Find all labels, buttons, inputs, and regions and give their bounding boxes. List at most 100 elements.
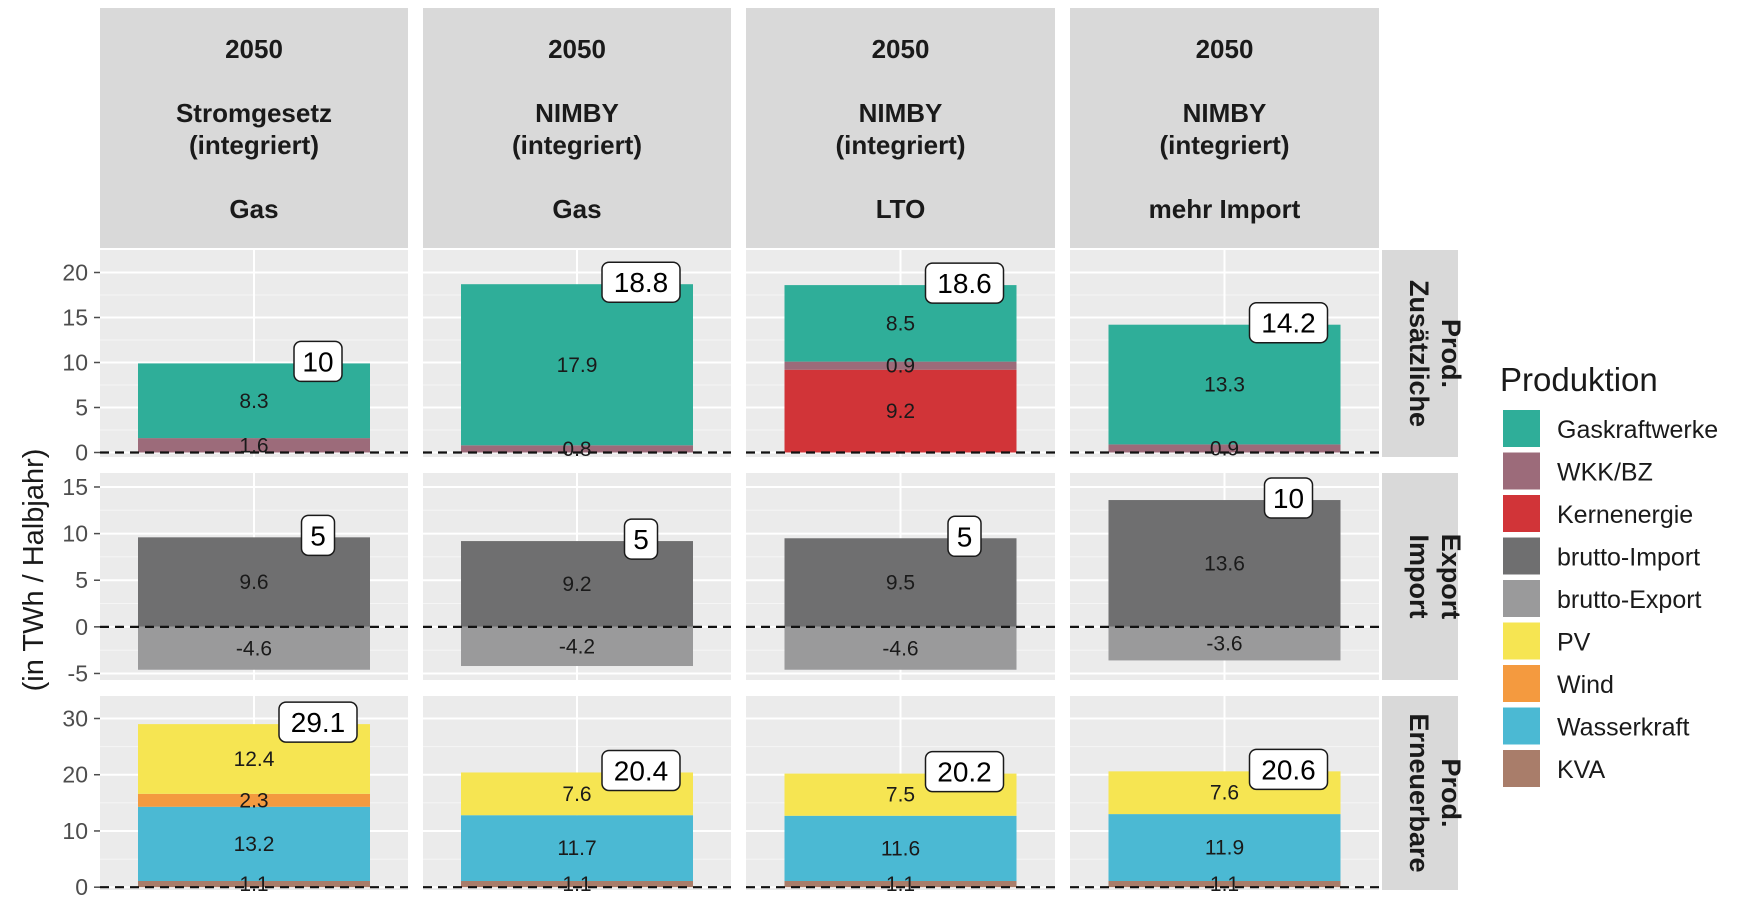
bar-segment-wasserkraft	[138, 806, 370, 882]
segment-value-label: -4.2	[559, 635, 595, 658]
segment-value-label: 7.6	[562, 783, 591, 806]
total-value-label: 5	[633, 524, 649, 555]
strip-scenario-label: NIMBY	[1183, 98, 1267, 128]
row-strip-label: Zusätzliche	[1404, 280, 1434, 427]
total-value-label: 20.2	[937, 757, 992, 788]
segment-value-label: 7.5	[886, 784, 915, 807]
segment-value-label: 9.2	[886, 400, 915, 423]
column-strip	[746, 8, 1055, 248]
total-value-label: 14.2	[1261, 308, 1316, 339]
y-tick-label: 5	[75, 395, 88, 421]
total-value-label: 5	[957, 521, 973, 552]
segment-value-label: 8.3	[239, 390, 268, 413]
strip-scenario-label: (integriert)	[836, 130, 966, 160]
legend-entry-label: brutto-Import	[1557, 544, 1700, 572]
y-tick-label: 10	[62, 818, 88, 844]
bar-segment-brutto-import	[1108, 500, 1341, 627]
strip-variant-label: mehr Import	[1149, 194, 1301, 224]
bar-segment-brutto-export	[461, 626, 693, 667]
y-tick-label: 5	[75, 567, 88, 593]
legend-entry-label: Wind	[1557, 671, 1614, 699]
segment-value-label: 1.6	[239, 434, 268, 457]
segment-value-label: 1.1	[1210, 873, 1239, 896]
strip-year-label: 2050	[1196, 34, 1254, 64]
row-strip-label: Erneuerbare	[1404, 713, 1434, 872]
strip-variant-label: Gas	[552, 194, 601, 224]
legend-swatch	[1503, 750, 1540, 787]
y-tick-label: 20	[62, 762, 88, 788]
total-label-box	[300, 514, 336, 557]
bar-segment-wkk-bz	[784, 361, 1017, 370]
total-value-label: 18.8	[614, 267, 669, 298]
row-strip	[1382, 250, 1458, 457]
segment-value-label: 11.7	[557, 837, 596, 860]
bar-segment-kva	[138, 881, 370, 888]
segment-value-label: 7.6	[1210, 782, 1239, 805]
total-value-label: 10	[1273, 483, 1304, 514]
bar-segment-brutto-export	[138, 626, 370, 670]
segment-value-label: 0.9	[1210, 437, 1239, 460]
bar-segment-brutto-export	[1108, 626, 1341, 661]
segment-value-label: 17.9	[557, 354, 598, 377]
legend-swatch	[1503, 495, 1540, 532]
bar-segment-kva	[1108, 881, 1341, 888]
total-value-label: 18.6	[937, 268, 992, 299]
strip-scenario-label: Stromgesetz	[176, 98, 332, 128]
strip-scenario-label: (integriert)	[1160, 130, 1290, 160]
strip-year-label: 2050	[548, 34, 606, 64]
bar-segment-wkk-bz	[138, 438, 370, 453]
total-value-label: 5	[310, 520, 326, 551]
segment-value-label: -4.6	[882, 637, 918, 660]
row-strip-label: Export	[1436, 534, 1466, 620]
y-tick-label: 10	[62, 350, 88, 376]
total-value-label: 10	[302, 346, 333, 377]
strip-variant-label: LTO	[876, 194, 926, 224]
column-strip	[100, 8, 408, 248]
segment-value-label: 0.9	[886, 355, 915, 378]
segment-value-label: 12.4	[234, 748, 275, 771]
legend-entry-label: Kernenergie	[1557, 501, 1693, 529]
legend-entry-label: Gaskraftwerke	[1557, 416, 1718, 444]
row-strip-label: Import	[1404, 535, 1434, 619]
y-tick-label: 20	[62, 260, 88, 286]
strip-scenario-label: (integriert)	[512, 130, 642, 160]
bar-segment-kernenergie	[784, 369, 1017, 453]
bar-segment-wasserkraft	[1108, 814, 1341, 882]
legend-swatch	[1503, 537, 1540, 575]
total-label-box	[1263, 477, 1314, 519]
total-label-box	[293, 340, 343, 383]
strip-scenario-label: (integriert)	[189, 130, 319, 160]
legend-swatch	[1503, 580, 1540, 617]
segment-value-label: 9.5	[886, 572, 915, 595]
segment-value-label: 1.1	[562, 873, 591, 896]
legend-swatch	[1503, 452, 1540, 490]
legend-entry-label: PV	[1557, 629, 1591, 657]
segment-value-label: 11.9	[1205, 837, 1244, 860]
legend-entry-label: Wasserkraft	[1557, 714, 1689, 742]
legend-title: Produktion	[1500, 361, 1658, 398]
legend-swatch	[1503, 665, 1540, 702]
total-label-box	[1248, 748, 1329, 791]
total-label-box	[601, 261, 681, 303]
strip-year-label: 2050	[225, 34, 283, 64]
bar-segment-wind	[138, 793, 370, 807]
segment-value-label: 13.6	[1204, 552, 1245, 575]
total-label-box	[278, 701, 358, 743]
total-value-label: 29.1	[291, 707, 346, 738]
segment-value-label: 13.2	[234, 833, 275, 856]
segment-value-label: 9.6	[239, 571, 268, 594]
strip-variant-label: Gas	[229, 194, 278, 224]
bar-segment-kva	[461, 881, 693, 888]
bar-segment-wkk-bz	[461, 445, 693, 453]
y-tick-label: 30	[62, 705, 88, 731]
total-value-label: 20.6	[1261, 754, 1316, 785]
row-strip	[1382, 473, 1458, 680]
y-tick-label: 10	[62, 521, 88, 547]
bar-segment-wasserkraft	[784, 815, 1017, 882]
legend-swatch	[1503, 410, 1540, 447]
bar-segment-gaskraftwerke	[1108, 324, 1341, 445]
segment-value-label: 13.3	[1204, 374, 1245, 397]
column-strip	[423, 8, 731, 248]
